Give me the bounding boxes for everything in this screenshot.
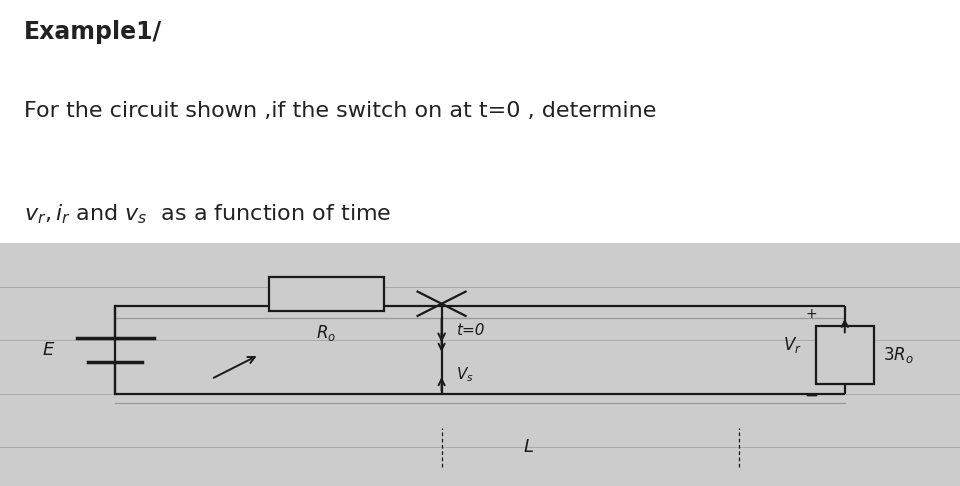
Text: +: + bbox=[805, 307, 817, 321]
Text: −: − bbox=[804, 386, 818, 404]
Text: E: E bbox=[42, 341, 54, 359]
Text: $L$: $L$ bbox=[522, 438, 534, 456]
Text: Example1/: Example1/ bbox=[24, 20, 162, 44]
Text: t=0: t=0 bbox=[456, 323, 485, 338]
Text: $V_r$: $V_r$ bbox=[782, 335, 802, 355]
Bar bbox=[269, 277, 384, 311]
Text: $3R_o$: $3R_o$ bbox=[883, 345, 914, 365]
Bar bbox=[816, 326, 874, 384]
Text: $R_o$: $R_o$ bbox=[317, 323, 336, 343]
Text: $v_r, i_r$ and $v_s$  as a function of time: $v_r, i_r$ and $v_s$ as a function of ti… bbox=[24, 202, 392, 226]
Text: For the circuit shown ,if the switch on at t=0 , determine: For the circuit shown ,if the switch on … bbox=[24, 101, 657, 121]
Text: $V_s$: $V_s$ bbox=[456, 365, 473, 383]
